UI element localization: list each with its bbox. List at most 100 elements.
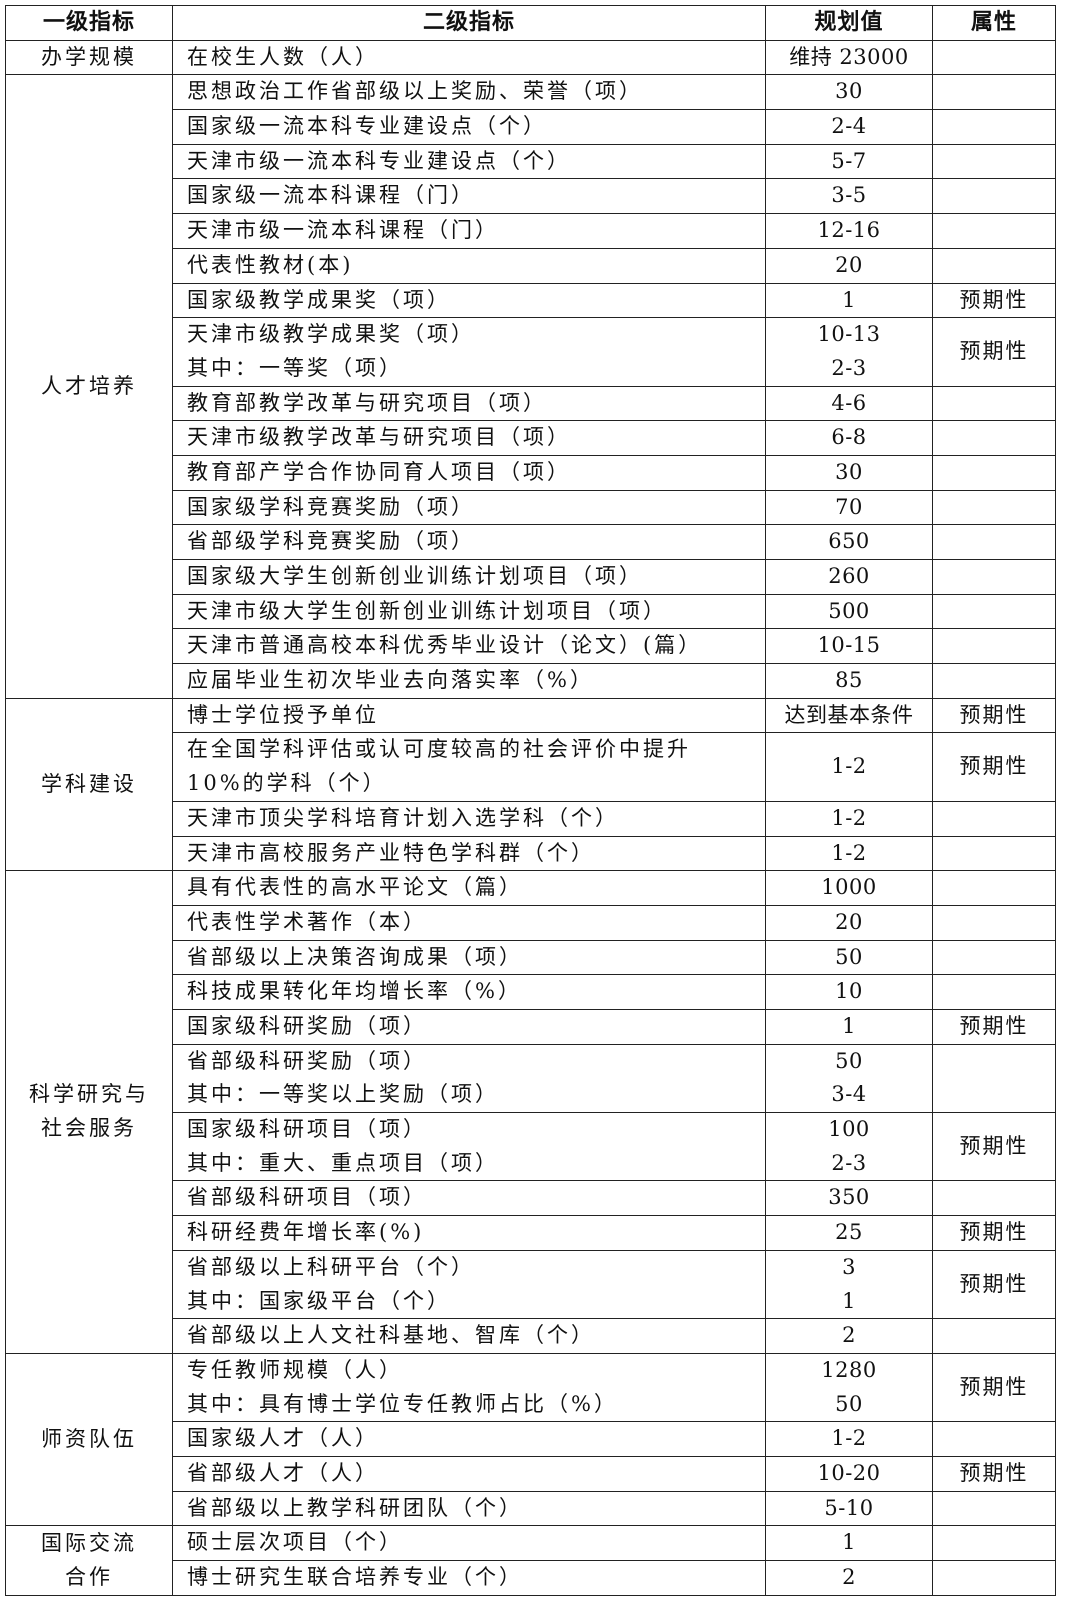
table-row: 科研经费年增长率(%) 25 预期性 xyxy=(6,1215,1056,1251)
level1-indicator-line: 人才培养 xyxy=(41,373,137,398)
level2-indicator-cell: 天津市普通高校本科优秀毕业设计（论文）(篇） xyxy=(172,628,766,665)
level2-indicator-cell: 教育部产学合作协同育人项目（项） xyxy=(172,454,766,491)
table-row: 国家级大学生创新创业训练计划项目（项） 260 xyxy=(6,559,1056,595)
planned-value-cell: 10-15 xyxy=(765,628,933,665)
level1-indicator-cell: 科学研究与 社会服务 xyxy=(5,870,173,1354)
planned-value-cell: 20 xyxy=(765,247,933,284)
level2-indicator-cell: 天津市级一流本科专业建设点（个） xyxy=(172,143,766,180)
planned-value-line: 2-3 xyxy=(831,1150,867,1175)
table-row: 省部级人才（人） 10-20 预期性 xyxy=(6,1455,1056,1492)
attribute-cell xyxy=(932,489,1056,526)
level2-indicator-line: 国家级学科竞赛奖励（项） xyxy=(187,494,475,519)
planned-value-cell: 1000 xyxy=(765,870,933,906)
table-row: 省部级以上科研平台（个） 其中：国家级平台（个） 3 1 预期性 xyxy=(6,1249,1056,1320)
planned-value-line: 85 xyxy=(835,668,863,693)
table-row: 天津市高校服务产业特色学科群（个） 1-2 xyxy=(6,835,1056,872)
level2-indicator-cell: 思想政治工作省部级以上奖励、荣誉（项） xyxy=(172,74,766,111)
planned-value-cell: 6-8 xyxy=(765,420,933,456)
attribute-cell: 预期性 xyxy=(932,1008,1056,1045)
planned-value-line: 4-6 xyxy=(831,390,867,415)
attribute-cell xyxy=(932,870,1056,906)
level2-indicator-line: 在校生人数（人） xyxy=(187,44,379,69)
planned-value-cell: 10-20 xyxy=(765,1455,933,1492)
table-row: 国家级学科竞赛奖励（项） 70 xyxy=(6,489,1056,526)
planned-value-cell: 1-2 xyxy=(765,1421,933,1457)
level2-indicator-line: 天津市普通高校本科优秀毕业设计（论文）(篇） xyxy=(187,633,703,658)
table-row: 应届毕业生初次毕业去向落实率（%） 85 xyxy=(6,663,1056,699)
level2-indicator-cell: 代表性学术著作（本） xyxy=(172,904,766,941)
attribute-cell xyxy=(932,559,1056,595)
planned-value-line: 1 xyxy=(842,1288,856,1313)
attribute-cell xyxy=(932,178,1056,215)
level1-indicator-line: 社会服务 xyxy=(41,1116,137,1141)
attribute-cell: 预期性 xyxy=(932,1352,1056,1423)
attribute-cell xyxy=(932,524,1056,561)
planned-value-cell: 5-10 xyxy=(765,1490,933,1527)
table-row: 国家级科研奖励（项） 1 预期性 xyxy=(6,1008,1056,1045)
planned-value-cell: 100 2-3 xyxy=(765,1112,933,1182)
table-row: 国家级科研项目（项） 其中：重大、重点项目（项） 100 2-3 预期性 xyxy=(6,1112,1056,1182)
level1-indicator-line: 办学规模 xyxy=(41,44,137,69)
planned-value-line: 3 xyxy=(842,1254,856,1279)
level2-indicator-line: 国家级科研项目（项） xyxy=(187,1117,427,1142)
level2-indicator-line: 硕士层次项目（个） xyxy=(187,1530,403,1555)
level2-indicator-cell: 国家级一流本科专业建设点（个） xyxy=(172,109,766,145)
planned-value-line: 1-2 xyxy=(831,754,867,779)
level2-indicator-line: 天津市高校服务产业特色学科群（个） xyxy=(187,840,595,865)
level1-indicator-line: 合作 xyxy=(65,1564,113,1589)
level2-indicator-cell: 省部级以上科研平台（个） 其中：国家级平台（个） xyxy=(172,1249,766,1320)
attribute-cell: 预期性 xyxy=(932,1455,1056,1492)
level2-indicator-cell: 天津市级教学成果奖（项） 其中：一等奖（项） xyxy=(172,317,766,387)
attribute-cell xyxy=(932,247,1056,284)
level2-indicator-cell: 专任教师规模（人） 其中：具有博士学位专任教师占比（%） xyxy=(172,1352,766,1423)
planned-value-cell: 50 xyxy=(765,939,933,976)
attribute-cell xyxy=(932,1525,1056,1562)
planned-value-line: 1 xyxy=(842,287,856,312)
level2-indicator-cell: 天津市顶尖学科培育计划入选学科（个） xyxy=(172,800,766,837)
level1-indicator-cell: 国际交流 合作 xyxy=(5,1525,173,1596)
planned-value-cell: 2 xyxy=(765,1318,933,1354)
level2-indicator-cell: 博士学位授予单位 xyxy=(172,697,766,734)
table-row: 天津市级一流本科课程（门） 12-16 xyxy=(6,213,1056,249)
level2-indicator-line: 省部级人才（人） xyxy=(187,1460,379,1485)
planned-value-cell: 85 xyxy=(765,663,933,699)
planned-value-cell: 70 xyxy=(765,489,933,526)
level2-indicator-cell: 在全国学科评估或认可度较高的社会评价中提升 10%的学科（个） xyxy=(172,732,766,802)
table-header-row: 一级指标 二级指标 规划值 属性 xyxy=(5,5,1056,41)
level2-indicator-line: 省部级科研项目（项） xyxy=(187,1185,427,1210)
planned-value-cell: 650 xyxy=(765,524,933,561)
attribute-cell xyxy=(932,1180,1056,1217)
planned-value-line: 1-2 xyxy=(831,1426,867,1451)
level2-indicator-cell: 国家级人才（人） xyxy=(172,1421,766,1457)
attribute-cell xyxy=(932,628,1056,665)
table-row: 学科建设 博士学位授予单位 达到基本条件 预期性 xyxy=(5,697,1056,872)
attribute-cell: 预期性 xyxy=(932,317,1056,387)
table-row: 教育部教学改革与研究项目（项） 4-6 xyxy=(6,385,1056,422)
level2-indicator-line: 天津市级教学成果奖（项） xyxy=(187,322,475,347)
level2-indicator-cell: 省部级科研项目（项） xyxy=(172,1180,766,1217)
level2-indicator-cell: 天津市级大学生创新创业训练计划项目（项） xyxy=(172,593,766,630)
level2-indicator-line: 在全国学科评估或认可度较高的社会评价中提升 xyxy=(187,737,691,762)
attribute-cell: 预期性 xyxy=(932,1215,1056,1251)
attribute-cell: 预期性 xyxy=(932,1249,1056,1320)
planned-value-line: 5-7 xyxy=(831,148,867,173)
level2-indicator-line: 其中：重大、重点项目（项） xyxy=(187,1150,499,1175)
level2-indicator-cell: 科研经费年增长率(%) xyxy=(172,1215,766,1251)
level2-indicator-cell: 代表性教材(本) xyxy=(172,247,766,284)
planned-value-line: 1000 xyxy=(821,875,877,900)
level2-indicator-cell: 国家级科研奖励（项） xyxy=(172,1008,766,1045)
level1-indicator-cell: 人才培养 xyxy=(5,74,173,699)
table-row: 天津市普通高校本科优秀毕业设计（论文）(篇） 10-15 xyxy=(6,628,1056,665)
table-row: 省部级以上决策咨询成果（项） 50 xyxy=(6,939,1056,976)
table-row: 天津市顶尖学科培育计划入选学科（个） 1-2 xyxy=(6,800,1056,837)
planned-value-cell: 5-7 xyxy=(765,143,933,180)
attribute-cell xyxy=(932,420,1056,456)
planned-value-cell: 500 xyxy=(765,593,933,630)
planned-value-line: 3-4 xyxy=(831,1082,867,1107)
level2-indicator-line: 其中：国家级平台（个） xyxy=(187,1288,451,1313)
planned-value-line: 1280 xyxy=(821,1357,877,1382)
table-row: 天津市级一流本科专业建设点（个） 5-7 xyxy=(6,143,1056,180)
level2-indicator-line: 代表性教材(本) xyxy=(187,252,354,277)
level2-indicator-cell: 天津市级一流本科课程（门） xyxy=(172,213,766,249)
level2-indicator-line: 国家级一流本科专业建设点（个） xyxy=(187,114,547,139)
